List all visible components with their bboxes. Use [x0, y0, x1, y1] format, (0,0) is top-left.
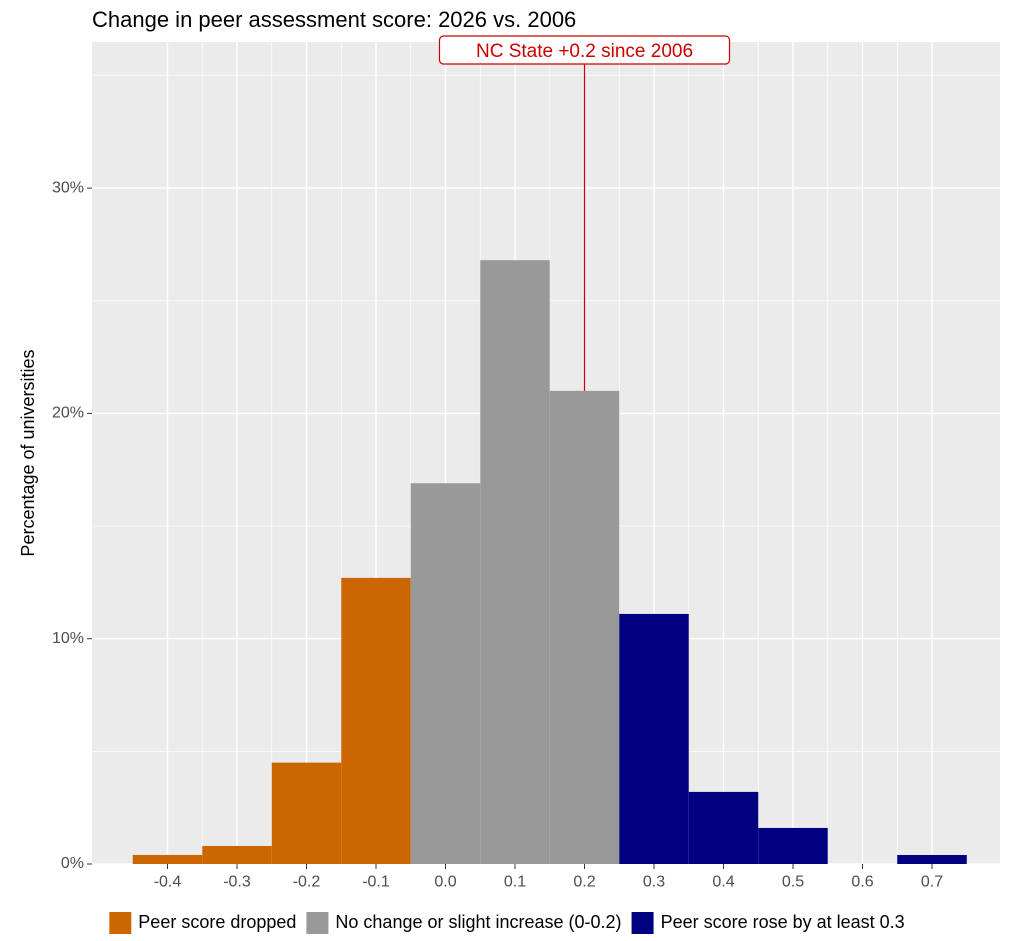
annotation-label: NC State +0.2 since 2006: [476, 41, 693, 62]
bar: [410, 483, 481, 864]
chart-title: Change in peer assessment score: 2026 vs…: [92, 7, 576, 32]
x-axis: -0.4 -0.3 -0.2 -0.1 0.0 0.1 0.2 0.3 0.4 0.5 0.6 0.7: [154, 864, 943, 890]
x-tick-label: 0.6: [851, 873, 873, 890]
bar: [549, 390, 620, 864]
legend-key: [109, 912, 132, 934]
annotation: NC State +0.2 since 2006: [438, 35, 731, 391]
x-tick-label: 0.1: [504, 873, 526, 890]
bar: [132, 854, 203, 864]
x-tick-label: -0.1: [362, 873, 390, 890]
bar: [271, 762, 342, 864]
y-tick-label: 10%: [52, 630, 84, 647]
x-tick-label: -0.4: [154, 873, 182, 890]
x-tick-label: 0.7: [921, 873, 943, 890]
legend: Peer score dropped No change or slight in…: [109, 912, 905, 934]
y-tick-label: 20%: [52, 405, 84, 422]
x-tick-label: 0.4: [712, 873, 734, 890]
legend-label: Peer score dropped: [138, 912, 296, 932]
legend-key: [306, 912, 329, 934]
x-tick-label: -0.3: [223, 873, 251, 890]
x-tick-label: 0.5: [782, 873, 804, 890]
y-tick-label: 30%: [52, 179, 84, 196]
bar: [341, 577, 411, 864]
bar: [202, 845, 272, 864]
legend-label: No change or slight increase (0-0.2): [335, 912, 621, 932]
x-tick-label: -0.2: [293, 873, 321, 890]
bars: [132, 260, 967, 864]
bar: [619, 613, 689, 864]
bar: [897, 854, 967, 864]
bar: [758, 827, 828, 864]
bar: [688, 791, 759, 864]
y-tick-label: 0%: [61, 855, 84, 872]
x-tick-label: 0.0: [434, 873, 456, 890]
y-axis: 0% 10% 20% 30%: [52, 179, 92, 872]
y-axis-label: Percentage of universities: [18, 349, 38, 556]
x-tick-label: 0.3: [643, 873, 665, 890]
legend-key: [631, 912, 654, 934]
annotation-box: [438, 35, 731, 65]
x-tick-label: 0.2: [573, 873, 595, 890]
legend-label: Peer score rose by at least 0.3: [661, 912, 905, 932]
bar: [480, 260, 550, 864]
